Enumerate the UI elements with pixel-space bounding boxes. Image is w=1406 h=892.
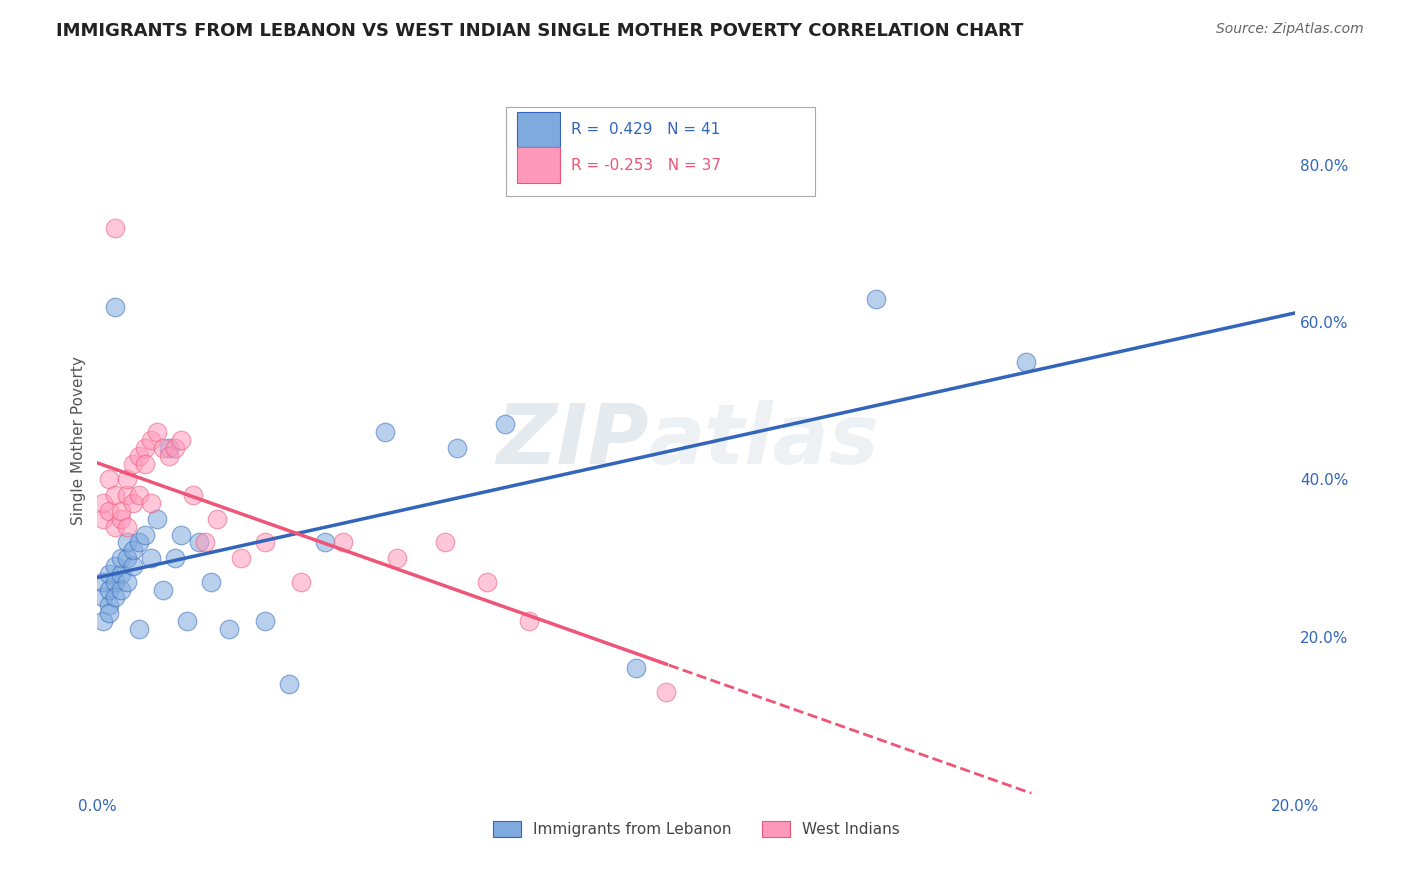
Point <box>157 441 180 455</box>
Point <box>176 614 198 628</box>
Point <box>181 488 204 502</box>
Point <box>93 496 115 510</box>
Point <box>128 488 150 502</box>
Point <box>626 661 648 675</box>
Point <box>194 535 217 549</box>
Point <box>218 622 240 636</box>
Point <box>254 614 277 628</box>
Point <box>93 614 115 628</box>
Point <box>200 574 222 589</box>
Point <box>117 488 139 502</box>
Point <box>104 559 127 574</box>
Point <box>134 527 156 541</box>
Point <box>314 535 336 549</box>
Point <box>110 551 132 566</box>
Point <box>98 473 121 487</box>
Point <box>98 582 121 597</box>
Point <box>98 599 121 613</box>
Point <box>98 566 121 581</box>
Text: Source: ZipAtlas.com: Source: ZipAtlas.com <box>1216 22 1364 37</box>
Point <box>141 433 163 447</box>
Point <box>122 457 145 471</box>
Point <box>152 582 174 597</box>
Point <box>152 441 174 455</box>
Y-axis label: Single Mother Poverty: Single Mother Poverty <box>72 356 86 524</box>
Text: IMMIGRANTS FROM LEBANON VS WEST INDIAN SINGLE MOTHER POVERTY CORRELATION CHART: IMMIGRANTS FROM LEBANON VS WEST INDIAN S… <box>56 22 1024 40</box>
Point <box>104 519 127 533</box>
Text: R =  0.429   N = 41: R = 0.429 N = 41 <box>571 122 720 136</box>
Text: atlas: atlas <box>648 400 879 481</box>
Point <box>655 685 678 699</box>
Point <box>128 535 150 549</box>
Point <box>134 441 156 455</box>
Point <box>110 504 132 518</box>
Point <box>122 496 145 510</box>
Point <box>141 551 163 566</box>
Point <box>165 441 187 455</box>
Point <box>134 457 156 471</box>
Point <box>146 425 169 440</box>
Point <box>157 449 180 463</box>
Point <box>374 425 396 440</box>
Text: ZIP: ZIP <box>496 400 648 481</box>
Point <box>170 433 193 447</box>
Point <box>494 417 516 432</box>
Point <box>146 512 169 526</box>
Point <box>290 574 312 589</box>
Point <box>98 504 121 518</box>
Point <box>93 574 115 589</box>
Point <box>104 300 127 314</box>
Point <box>122 543 145 558</box>
Point <box>122 559 145 574</box>
Point <box>332 535 354 549</box>
Point <box>98 606 121 620</box>
Point <box>117 519 139 533</box>
Point <box>278 677 301 691</box>
Point <box>517 614 540 628</box>
Point <box>1015 354 1038 368</box>
Point <box>110 512 132 526</box>
Point <box>93 591 115 605</box>
Point <box>475 574 498 589</box>
Point <box>165 551 187 566</box>
Point <box>117 551 139 566</box>
Point <box>117 535 139 549</box>
Point <box>117 574 139 589</box>
Point <box>229 551 252 566</box>
Legend: Immigrants from Lebanon, West Indians: Immigrants from Lebanon, West Indians <box>486 814 905 843</box>
Point <box>128 449 150 463</box>
Point <box>205 512 228 526</box>
Point <box>117 473 139 487</box>
Point <box>110 582 132 597</box>
Point <box>254 535 277 549</box>
Point <box>128 622 150 636</box>
Point <box>104 591 127 605</box>
Point <box>141 496 163 510</box>
Point <box>385 551 408 566</box>
Point <box>446 441 468 455</box>
Point <box>93 512 115 526</box>
Point <box>433 535 456 549</box>
Point <box>104 574 127 589</box>
Point <box>188 535 211 549</box>
Point <box>170 527 193 541</box>
Point <box>104 488 127 502</box>
Point <box>110 566 132 581</box>
Point <box>865 292 887 306</box>
Text: R = -0.253   N = 37: R = -0.253 N = 37 <box>571 158 721 172</box>
Point <box>104 220 127 235</box>
